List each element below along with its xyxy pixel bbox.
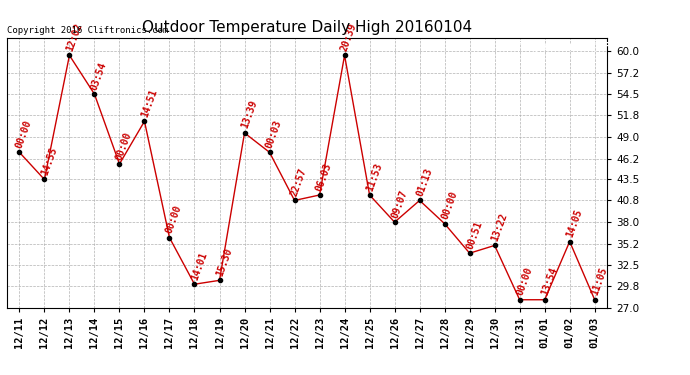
Text: 00:00: 00:00: [14, 118, 34, 150]
Text: 00:00: 00:00: [164, 204, 184, 235]
Text: 14:01: 14:01: [189, 251, 208, 282]
Text: 14:55: 14:55: [39, 146, 59, 177]
Text: 13:22: 13:22: [489, 211, 509, 243]
Text: Temperature (°F): Temperature (°F): [516, 42, 615, 52]
Text: 09:07: 09:07: [389, 188, 408, 219]
Text: 00:00: 00:00: [440, 190, 459, 221]
Text: 11:05: 11:05: [589, 266, 609, 297]
Text: 06:03: 06:03: [315, 161, 334, 192]
Text: 03:54: 03:54: [89, 60, 108, 92]
Text: 00:00: 00:00: [515, 266, 534, 297]
Text: 14:05: 14:05: [564, 208, 584, 239]
Text: 00:03: 00:03: [264, 118, 284, 150]
Text: 12:02: 12:02: [64, 21, 83, 53]
Text: 00:51: 00:51: [464, 219, 484, 251]
Text: 13:54: 13:54: [540, 266, 559, 297]
Text: Copyright 2016 Cliftronics.com: Copyright 2016 Cliftronics.com: [7, 26, 168, 35]
Text: 13:39: 13:39: [239, 99, 259, 130]
Text: 20:39: 20:39: [339, 21, 359, 53]
Text: 11:53: 11:53: [364, 161, 384, 192]
Text: 01:13: 01:13: [415, 166, 434, 198]
Text: 15:30: 15:30: [215, 246, 234, 278]
Title: Outdoor Temperature Daily High 20160104: Outdoor Temperature Daily High 20160104: [142, 20, 472, 35]
Text: 22:57: 22:57: [289, 166, 308, 198]
Text: 00:00: 00:00: [115, 130, 134, 161]
Text: 14:51: 14:51: [139, 87, 159, 118]
